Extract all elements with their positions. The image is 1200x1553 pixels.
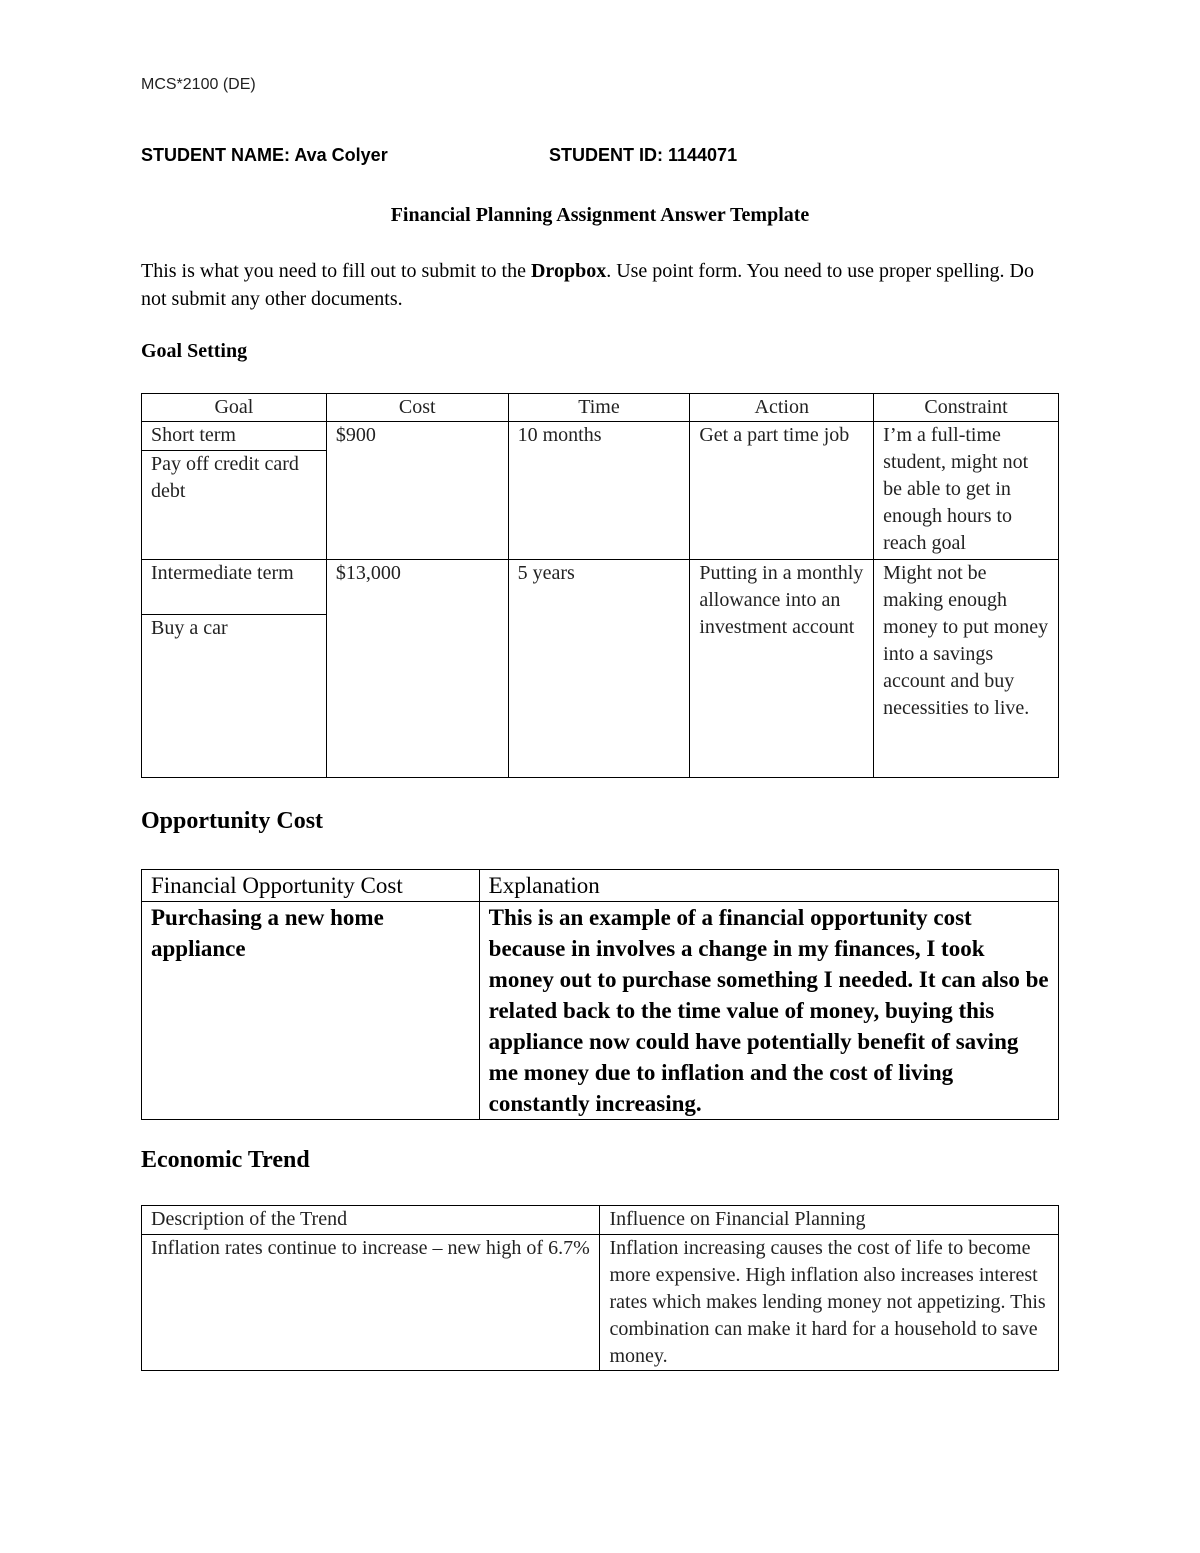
goal-description: Buy a car: [141, 614, 327, 778]
document-title: Financial Planning Assignment Answer Tem…: [390, 204, 810, 226]
goal-term: Short term: [141, 421, 327, 451]
opportunity-cost-cell: Purchasing a new home appliance: [141, 901, 480, 1120]
intro-text-end: . Use point form. You need to use proper…: [141, 260, 1034, 310]
table-header-row: Financial Opportunity Cost Explanation: [141, 869, 1060, 902]
header-cell: Explanation: [478, 869, 1060, 902]
economic-trend-table: Description of the Trend Influence on Fi…: [140, 1205, 1059, 1371]
intro-text: This is what you need to fill out to sub…: [141, 260, 531, 282]
constraint-cell: Might not be making enough money to put …: [873, 559, 1059, 778]
action-cell: Putting in a monthly allowance into an i…: [689, 559, 875, 778]
header-cell: Constraint: [873, 393, 1059, 422]
goal-term: Intermediate term: [141, 559, 327, 615]
action-cell: Get a part time job: [689, 421, 875, 560]
goal-setting-heading: Goal Setting: [141, 340, 248, 362]
constraint-cell: I’m a full-time student, might not be ab…: [873, 421, 1059, 560]
opportunity-cost-heading: Opportunity Cost: [141, 808, 324, 834]
goal-description: Pay off credit card debt: [141, 450, 327, 560]
header-cell: Goal: [141, 393, 327, 422]
table-row: Purchasing a new home appliance This is …: [141, 901, 1060, 1120]
header-cell: Cost: [325, 393, 509, 422]
header-cell: Description of the Trend: [140, 1205, 601, 1235]
time-cell: 10 months: [507, 421, 691, 560]
header-cell: Action: [689, 393, 875, 422]
table-row: Short term $900 10 months Get a part tim…: [141, 421, 1059, 560]
opportunity-cost-table: Financial Opportunity Cost Explanation P…: [141, 869, 1060, 1120]
time-cell: 5 years: [507, 559, 691, 778]
trend-influence-cell: Inflation increasing causes the cost of …: [599, 1234, 1059, 1371]
table-header-row: Description of the Trend Influence on Fi…: [140, 1205, 1059, 1235]
intro-bold: Dropbox: [530, 260, 607, 282]
trend-description-cell: Inflation rates continue to increase – n…: [140, 1234, 601, 1371]
table-row: Pay off credit card debt: [141, 450, 1059, 560]
cost-cell: $13,000: [325, 559, 509, 778]
table-row: Inflation rates continue to increase – n…: [140, 1234, 1059, 1371]
table-row: Intermediate term $13,000 5 years Puttin…: [141, 559, 1059, 778]
student-id: STUDENT ID: 1144071: [549, 145, 738, 165]
goal-setting-table: Goal Cost Time Action Constraint Short t…: [141, 393, 1059, 778]
cost-cell: $900: [325, 421, 509, 560]
header-cell: Influence on Financial Planning: [599, 1205, 1059, 1235]
header-cell: Time: [507, 393, 691, 422]
intro-paragraph: This is what you need to fill out to sub…: [141, 257, 1041, 313]
table-row: Buy a car: [141, 614, 1059, 778]
header-cell: Financial Opportunity Cost: [141, 869, 480, 902]
explanation-cell: This is an example of a financial opport…: [478, 901, 1060, 1120]
course-code: MCS*2100 (DE): [141, 76, 256, 93]
table-header-row: Goal Cost Time Action Constraint: [141, 393, 1059, 422]
economic-trend-heading: Economic Trend: [141, 1147, 310, 1173]
student-name: STUDENT NAME: Ava Colyer: [141, 145, 388, 165]
